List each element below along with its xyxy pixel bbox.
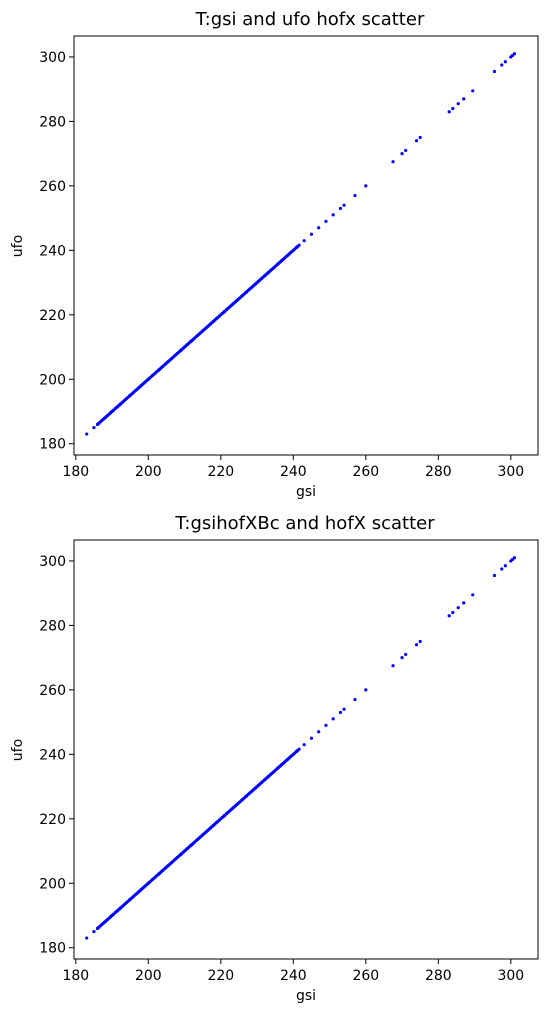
scatter-point — [342, 204, 345, 207]
x-axis-label: gsi — [296, 484, 316, 500]
x-tick-label: 220 — [207, 968, 234, 984]
x-tick-label: 280 — [425, 464, 452, 480]
scatter-point — [310, 233, 313, 236]
scatter-point — [400, 152, 403, 155]
scatter-point — [419, 136, 422, 139]
x-tick-label: 200 — [135, 968, 162, 984]
x-axis-ticks: 180 200 220 240 260 280 300 — [62, 959, 524, 984]
scatter-point — [298, 244, 301, 247]
scatter-point — [513, 52, 516, 55]
scatter-point — [500, 567, 503, 570]
y-axis-label: ufo — [10, 235, 26, 257]
scatter-point — [457, 606, 460, 609]
x-tick-label: 200 — [135, 464, 162, 480]
scatter-point — [310, 737, 313, 740]
subplot-2: T:gsihofXBc and hofX scatter 180 200 220 24… — [10, 513, 538, 1004]
scatter-point — [493, 574, 496, 577]
x-tick-label: 300 — [497, 968, 524, 984]
x-tick-label: 220 — [207, 464, 234, 480]
scatter-point — [415, 139, 418, 142]
scatter-point — [404, 653, 407, 656]
scatter-point — [353, 698, 356, 701]
y-tick-label: 280 — [39, 114, 66, 130]
scatter-point — [324, 220, 327, 223]
scatter-point — [332, 717, 335, 720]
scatter-point — [451, 611, 454, 614]
scatter-point — [500, 63, 503, 66]
y-tick-label: 220 — [39, 308, 66, 324]
scatter-point — [471, 593, 474, 596]
scatter-points-layer — [85, 52, 516, 436]
scatter-point — [303, 239, 306, 242]
y-tick-label: 260 — [39, 683, 66, 699]
plot-frame — [74, 36, 538, 455]
y-tick-label: 300 — [39, 50, 66, 66]
scatter-points-layer — [85, 556, 516, 940]
y-tick-label: 200 — [39, 876, 66, 892]
scatter-point — [391, 664, 394, 667]
y-tick-label: 240 — [39, 747, 66, 763]
scatter-point — [504, 60, 507, 63]
chart-title: T:gsihofXBc and hofX scatter — [174, 513, 435, 534]
y-axis-ticks: 180 200 220 240 260 280 300 — [39, 554, 74, 957]
scatter-point — [317, 730, 320, 733]
scatter-point — [324, 724, 327, 727]
x-tick-label: 280 — [425, 968, 452, 984]
scatter-point — [391, 160, 394, 163]
y-tick-label: 200 — [39, 372, 66, 388]
scatter-point — [339, 207, 342, 210]
scatter-point — [419, 640, 422, 643]
x-axis-ticks: 180 200 220 240 260 280 300 — [62, 455, 524, 480]
y-tick-label: 260 — [39, 179, 66, 195]
scatter-point — [92, 426, 95, 429]
y-tick-label: 280 — [39, 618, 66, 634]
x-tick-label: 180 — [62, 968, 89, 984]
scatter-point — [462, 97, 465, 100]
scatter-point — [364, 688, 367, 691]
x-tick-label: 260 — [352, 464, 379, 480]
scatter-point — [457, 102, 460, 105]
scatter-point — [339, 711, 342, 714]
scatter-point — [353, 194, 356, 197]
scatter-point — [462, 601, 465, 604]
scatter-point — [92, 930, 95, 933]
scatter-point — [504, 564, 507, 567]
x-axis-label: gsi — [296, 988, 316, 1004]
scatter-point — [451, 107, 454, 110]
chart-title: T:gsi and ufo hofx scatter — [195, 9, 425, 30]
scatter-point — [448, 614, 451, 617]
x-tick-label: 240 — [280, 968, 307, 984]
scatter-point — [85, 432, 88, 435]
scatter-point — [298, 748, 301, 751]
scatter-point — [317, 226, 320, 229]
y-tick-label: 240 — [39, 243, 66, 259]
scatter-point — [471, 89, 474, 92]
x-tick-label: 260 — [352, 968, 379, 984]
scatter-point — [513, 556, 516, 559]
scatter-point — [404, 149, 407, 152]
scatter-point — [415, 643, 418, 646]
scatter-point — [332, 213, 335, 216]
y-tick-label: 180 — [39, 941, 66, 957]
scatter-point — [85, 936, 88, 939]
scatter-point — [493, 70, 496, 73]
scatter-point — [364, 184, 367, 187]
x-tick-label: 180 — [62, 464, 89, 480]
x-tick-label: 300 — [497, 464, 524, 480]
scatter-point — [303, 743, 306, 746]
y-tick-label: 180 — [39, 437, 66, 453]
scatter-point — [448, 110, 451, 113]
scatter-point — [342, 708, 345, 711]
y-axis-ticks: 180 200 220 240 260 280 300 — [39, 50, 74, 453]
subplot-1: T:gsi and ufo hofx scatter 180 200 220 240 2… — [10, 9, 538, 500]
plot-frame — [74, 540, 538, 959]
scatter-point — [400, 656, 403, 659]
y-axis-label: ufo — [10, 739, 26, 761]
y-tick-label: 220 — [39, 812, 66, 828]
y-tick-label: 300 — [39, 554, 66, 570]
x-tick-label: 240 — [280, 464, 307, 480]
